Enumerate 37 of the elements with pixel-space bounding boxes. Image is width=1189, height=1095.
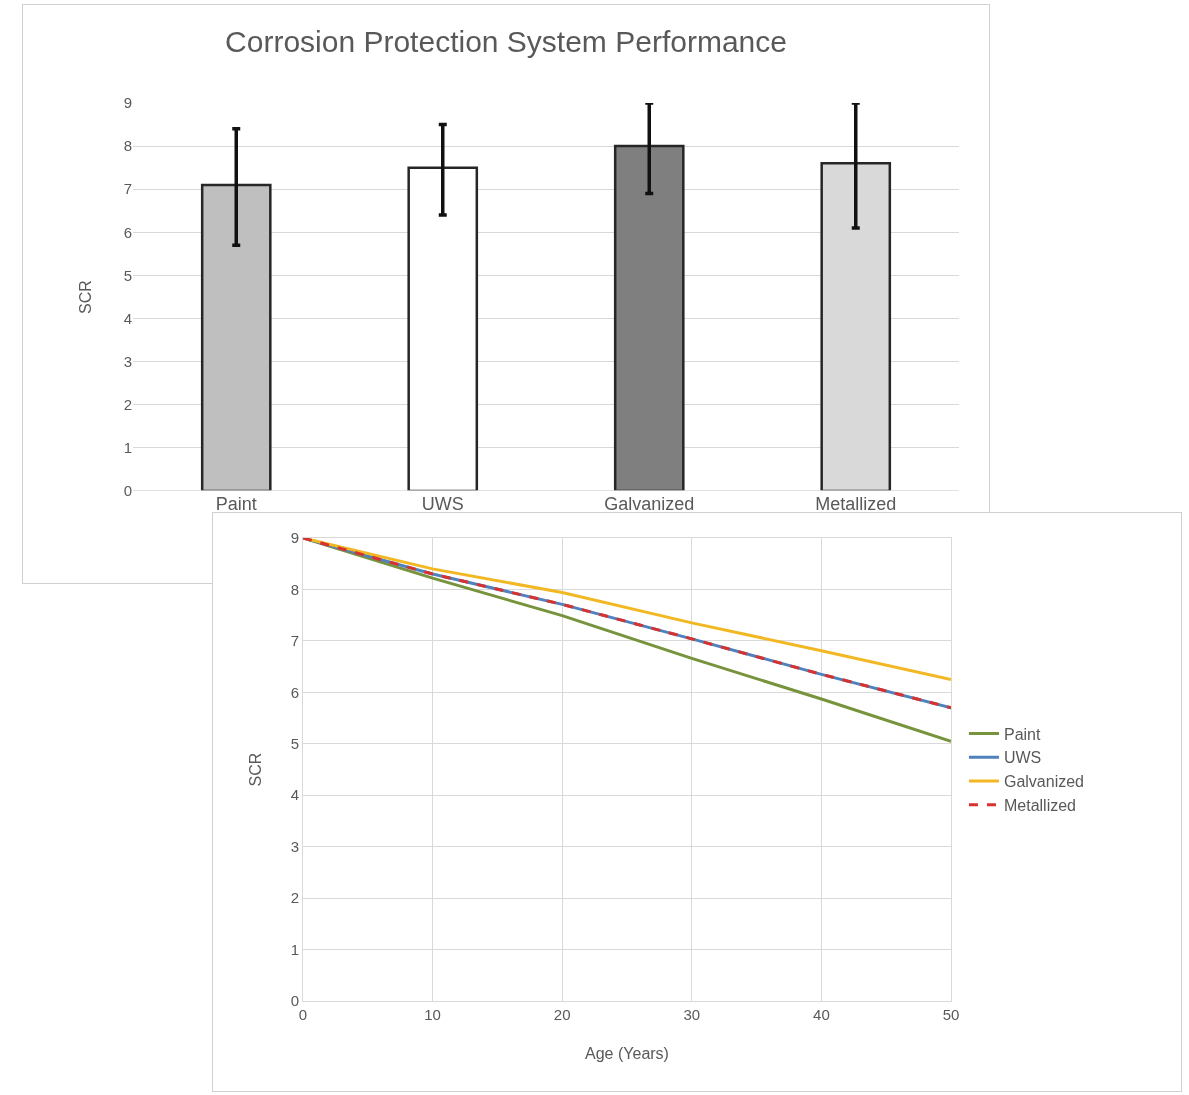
x-tick-label: 30 (683, 1006, 701, 1023)
legend-label: Galvanized (1003, 773, 1085, 791)
y-tick-label: 1 (123, 439, 132, 457)
y-tick-label: 2 (123, 396, 132, 414)
y-tick-label: 6 (123, 223, 132, 241)
legend-label: Paint (1003, 725, 1041, 743)
y-tick-label: 3 (290, 837, 299, 855)
y-tick-label: 8 (123, 137, 132, 155)
legend-label: Metallized (1003, 797, 1076, 815)
y-tick-label: 4 (123, 309, 132, 327)
y-tick-label: 7 (123, 180, 132, 198)
x-axis-title: Age (Years) (585, 1045, 669, 1062)
y-tick-label: 0 (290, 992, 299, 1010)
x-tick-label: 20 (553, 1006, 571, 1023)
x-tick-label: Galvanized (604, 494, 695, 514)
x-tick-label: 50 (942, 1006, 960, 1023)
legend-label: UWS (1003, 749, 1042, 767)
y-axis-title: SCR (247, 752, 264, 787)
x-tick-label: 40 (813, 1006, 830, 1023)
y-tick-label: 5 (123, 266, 132, 284)
y-tick-label: 1 (290, 940, 299, 958)
x-tick-label: Paint (215, 494, 257, 514)
x-tick-label: Metallized (815, 494, 897, 514)
y-tick-label: 9 (123, 94, 132, 112)
x-tick-label: 10 (424, 1006, 441, 1023)
y-tick-label: 5 (290, 735, 299, 753)
y-tick-label: 9 (290, 529, 299, 547)
y-tick-label: 6 (290, 683, 299, 701)
y-tick-label: 7 (290, 632, 299, 650)
y-axis-title: SCR (77, 280, 94, 314)
y-tick-label: 8 (290, 580, 299, 598)
y-tick-label: 2 (290, 889, 299, 907)
y-tick-label: 0 (123, 482, 132, 500)
chart-title: Corrosion Protection System Performance (225, 25, 787, 59)
y-tick-label: 4 (290, 786, 299, 804)
x-tick-label: UWS (421, 494, 464, 514)
y-tick-label: 3 (123, 352, 132, 370)
